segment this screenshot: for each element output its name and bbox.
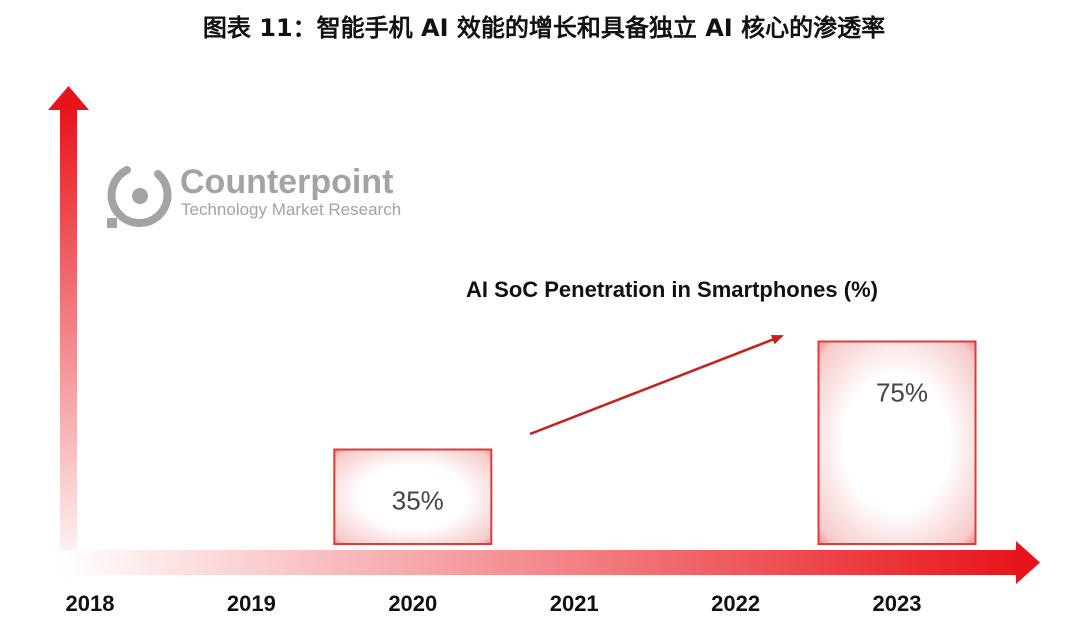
x-tick-label: 2019 [227,591,276,616]
y-axis [48,86,89,580]
x-tick-label: 2022 [711,591,760,616]
counterpoint-logo-icon [107,166,172,228]
chart-title: AI SoC Penetration in Smartphones (%) [466,277,878,302]
counterpoint-logo: Counterpoint Technology Market Research [107,163,401,228]
data-label-2023: 75% [876,378,928,408]
x-axis [60,541,1040,584]
trend-arrow [529,334,784,436]
logo-tagline: Technology Market Research [181,200,401,219]
bar-2020 [333,448,493,545]
x-tick-label: 2020 [388,591,437,616]
bar-2023 [817,340,977,545]
logo-brand: Counterpoint [180,163,393,201]
x-tick-labels: 2018 2019 2020 2021 2022 2023 [66,591,922,616]
data-label-2020: 35% [392,486,444,516]
figure-title: 图表 11：智能手机 AI 效能的增长和具备独立 AI 核心的渗透率 [202,14,886,42]
data-labels: 35% 75% [392,378,928,516]
x-tick-label: 2023 [873,591,922,616]
bar-series [333,340,977,545]
x-tick-label: 2021 [550,591,599,616]
x-tick-label: 2018 [66,591,115,616]
